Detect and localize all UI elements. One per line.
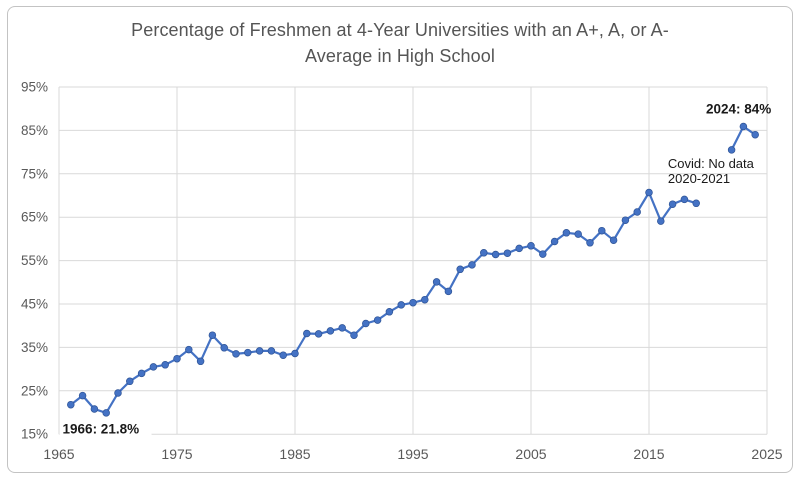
data-point-1970 — [114, 389, 122, 397]
data-point-1971 — [126, 377, 134, 386]
data-point-1969 — [102, 409, 110, 417]
data-point-2019 — [692, 199, 700, 208]
data-point-1973 — [149, 363, 158, 371]
chart-card — [7, 6, 793, 473]
chart-title-line-1: Percentage of Freshmen at 4-Year Univers… — [131, 20, 669, 40]
data-point-1975 — [173, 354, 181, 363]
chart-title: Percentage of Freshmen at 4-Year Univers… — [0, 17, 800, 69]
x-tick-label-1965: 1965 — [43, 446, 74, 462]
x-tick-label-1985: 1985 — [279, 446, 310, 462]
data-point-1991 — [362, 319, 370, 328]
y-tick-label-85: 85% — [21, 123, 48, 138]
data-point-2015 — [645, 188, 653, 197]
data-point-2017 — [668, 200, 677, 208]
data-point-2018 — [680, 195, 689, 204]
annotation-1966-bg — [59, 419, 152, 438]
data-point-1976 — [185, 345, 193, 354]
y-tick-label-75: 75% — [21, 166, 48, 181]
data-point-2000 — [468, 261, 476, 269]
data-point-1977 — [196, 357, 205, 366]
x-tick-label-1995: 1995 — [397, 446, 428, 462]
data-point-1979 — [220, 344, 228, 352]
data-point-1989 — [338, 324, 346, 332]
data-point-1994 — [397, 301, 405, 309]
y-tick-label-25: 25% — [21, 383, 48, 398]
data-point-2007 — [550, 237, 559, 246]
y-tick-label-65: 65% — [21, 210, 48, 225]
y-tick-label-95: 95% — [21, 80, 48, 95]
data-point-1978 — [208, 331, 217, 339]
data-point-1988 — [326, 327, 335, 335]
data-series-segment-1 — [69, 191, 698, 414]
x-tick-label-2025: 2025 — [751, 446, 782, 462]
data-point-2006 — [539, 250, 547, 258]
data-point-2005 — [527, 242, 535, 250]
data-point-1987 — [314, 330, 323, 338]
data-point-1992 — [373, 316, 382, 324]
data-point-1986 — [303, 329, 311, 338]
data-point-2014 — [633, 208, 641, 216]
data-point-1972 — [137, 369, 146, 378]
data-point-1966 — [67, 400, 75, 409]
data-point-1997 — [432, 278, 441, 286]
data-point-1980 — [232, 350, 240, 358]
data-point-2013 — [621, 216, 630, 224]
data-point-1981 — [244, 348, 252, 357]
y-tick-label-35: 35% — [21, 340, 48, 355]
x-tick-label-2015: 2015 — [633, 446, 664, 462]
y-tick-label-45: 45% — [21, 297, 48, 312]
data-point-1974 — [161, 361, 169, 369]
data-point-1996 — [421, 295, 429, 304]
data-point-1967 — [78, 391, 87, 400]
data-point-2003 — [503, 249, 512, 257]
annotation-covid-line-1: Covid: No data — [668, 156, 755, 171]
data-point-2010 — [586, 239, 594, 247]
data-point-2024 — [751, 130, 759, 139]
data-point-1993 — [385, 308, 394, 316]
data-point-2004 — [515, 244, 523, 253]
data-point-2002 — [491, 250, 500, 259]
data-point-2008 — [562, 229, 571, 237]
data-point-2023 — [739, 122, 748, 131]
data-point-2001 — [480, 249, 488, 257]
x-tick-label-2005: 2005 — [515, 446, 546, 462]
data-point-2012 — [609, 236, 618, 244]
y-tick-label-15: 15% — [21, 427, 48, 442]
data-point-1984 — [279, 351, 287, 359]
data-point-2022 — [727, 146, 736, 154]
data-point-2011 — [598, 226, 606, 235]
data-point-2016 — [657, 217, 665, 225]
data-point-1983 — [267, 347, 276, 355]
data-point-1985 — [291, 349, 299, 358]
data-point-1995 — [409, 298, 417, 307]
data-point-1982 — [255, 347, 264, 355]
data-point-1999 — [456, 265, 464, 274]
data-point-1968 — [90, 405, 99, 413]
annotation-1966: 1966: 21.8% — [63, 421, 140, 436]
data-point-1998 — [444, 287, 453, 296]
annotation-2024: 2024: 84% — [706, 102, 771, 117]
chart-title-line-2: Average in High School — [305, 46, 495, 66]
x-tick-label-1975: 1975 — [161, 446, 192, 462]
data-point-2009 — [574, 230, 582, 238]
annotation-covid-line-2: 2020-2021 — [668, 171, 730, 186]
y-tick-label-55: 55% — [21, 253, 48, 268]
data-point-1990 — [350, 331, 358, 339]
